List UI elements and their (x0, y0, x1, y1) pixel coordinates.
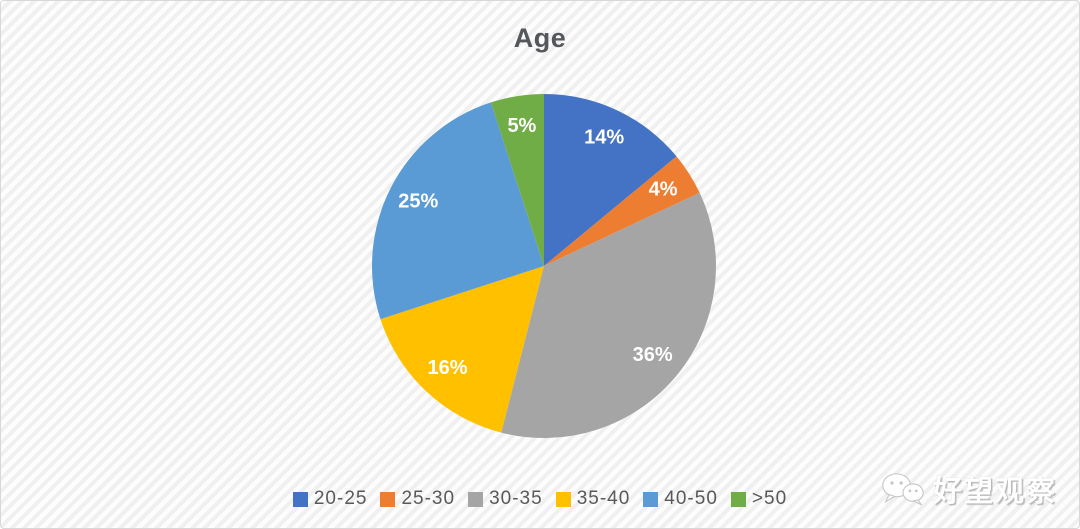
slice-label-40-50: 25% (398, 190, 438, 212)
legend-swatch-30-35 (468, 491, 484, 507)
slice-label-35-40: 16% (427, 357, 467, 379)
legend-swatch-25-30 (380, 491, 396, 507)
legend-label-25-30: 25-30 (401, 488, 456, 509)
pie-chart: 14% 4% 36% 16% 25% 5% (372, 94, 716, 439)
legend-item-25-30: 25-30 (380, 488, 455, 510)
watermark-text: 好望观察 (932, 476, 1057, 508)
pie-slice-25-30 (544, 156, 700, 266)
legend-item-40-50: 40-50 (643, 488, 718, 510)
slice-label->50: 5% (507, 115, 536, 137)
wechat-icon (882, 473, 924, 506)
pie-slice-35-40 (380, 266, 544, 433)
legend-label-20-25: 20-25 (313, 488, 368, 509)
pie-slice-40-50 (372, 102, 544, 320)
pie-slice->50 (490, 94, 544, 266)
legend-swatch-gt50 (730, 491, 746, 507)
legend-item-30-35: 30-35 (468, 488, 543, 510)
pie-slice-30-35 (501, 192, 716, 439)
slice-label-25-30: 4% (649, 179, 678, 201)
slice-label-30-35: 36% (633, 344, 673, 366)
watermark: 好望观察 (881, 468, 1057, 510)
legend-label-30-35: 30-35 (489, 488, 543, 509)
legend-label-40-50: 40-50 (664, 488, 718, 509)
legend-item-gt50: >50 (730, 488, 788, 510)
legend-swatch-20-25 (292, 491, 308, 507)
legend-swatch-35-40 (555, 491, 571, 507)
legend-swatch-40-50 (643, 491, 659, 507)
pie-slice-20-25 (544, 94, 677, 266)
legend-label-35-40: 35-40 (576, 488, 631, 509)
chart-legend: 20-25 25-30 30-35 35-40 40-50 >50 (1, 488, 1079, 510)
chart-title: Age (513, 23, 567, 53)
slice-label-20-25: 14% (584, 127, 624, 149)
legend-item-35-40: 35-40 (555, 488, 631, 510)
legend-label-gt50: >50 (751, 488, 788, 509)
legend-item-20-25: 20-25 (292, 488, 368, 510)
